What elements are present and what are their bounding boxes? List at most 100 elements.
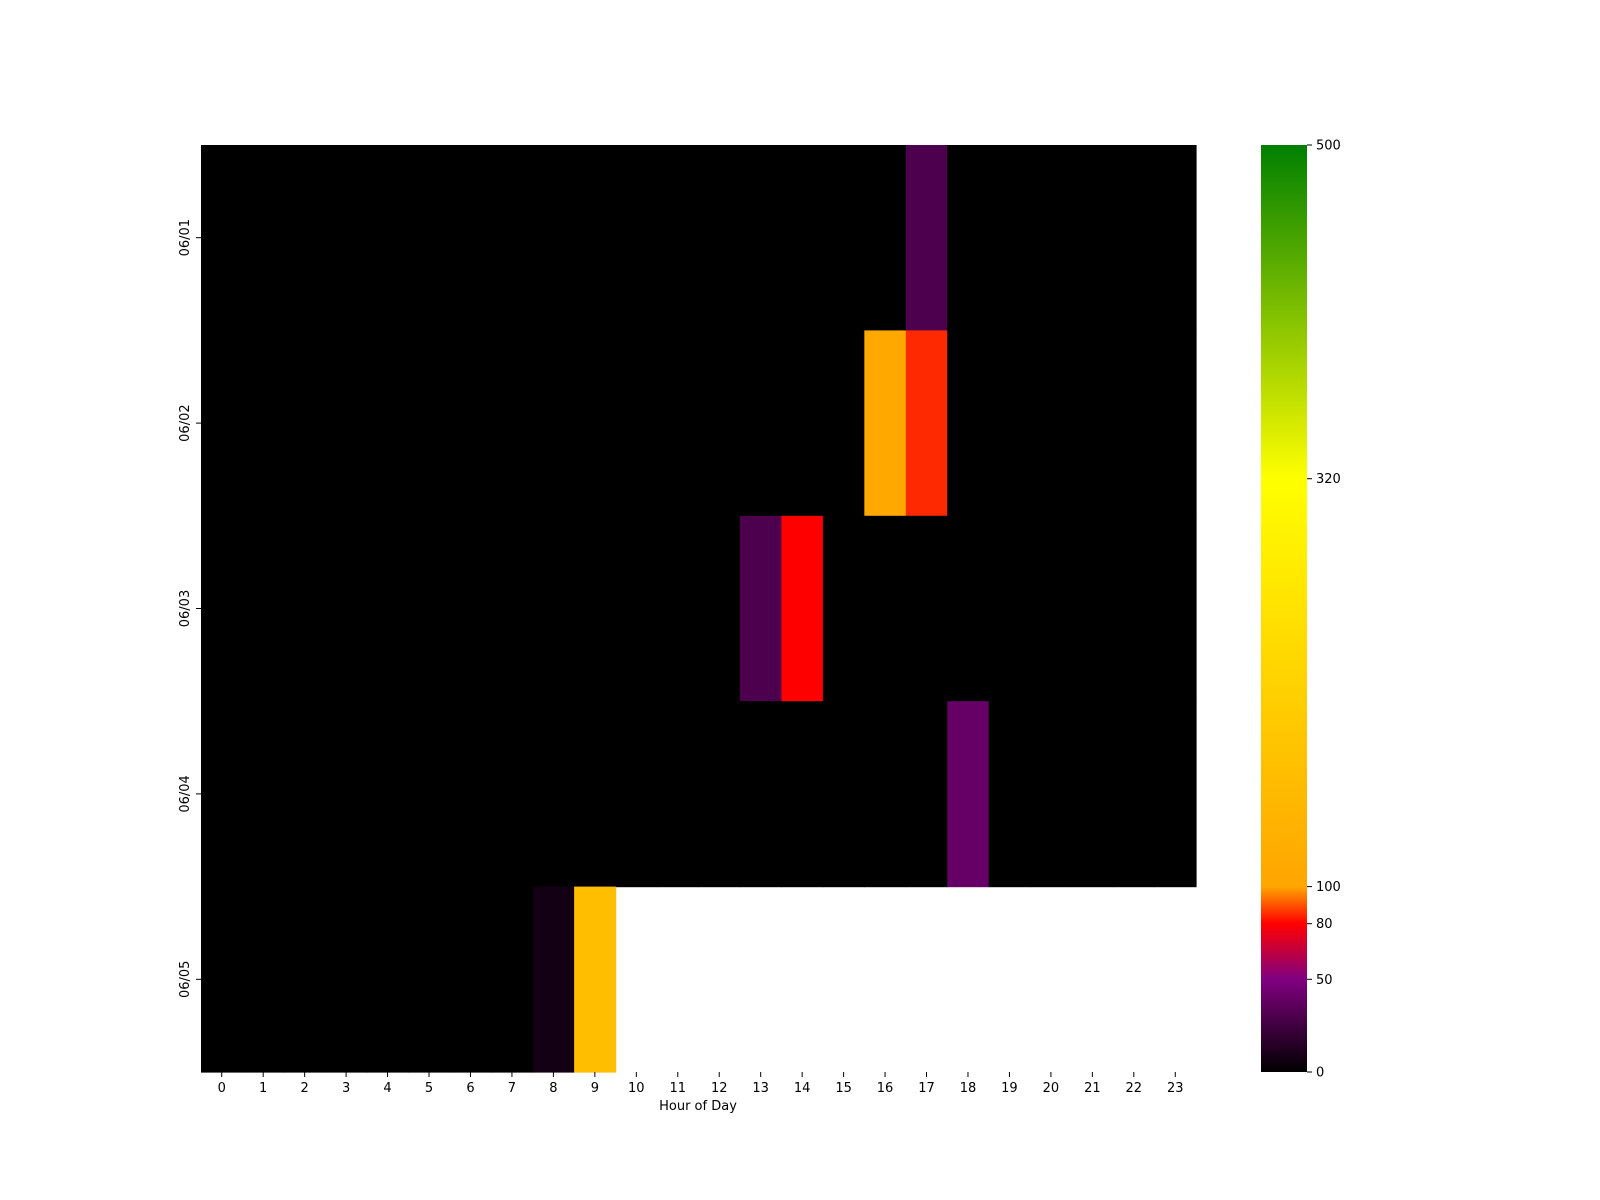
heatmap-cell bbox=[408, 886, 451, 1073]
colorbar-tick-label: 320 bbox=[1316, 472, 1341, 487]
heatmap-cell bbox=[822, 515, 865, 702]
heatmap-cell bbox=[947, 515, 990, 702]
heatmap-cell bbox=[242, 330, 285, 517]
heatmap-cell bbox=[201, 515, 244, 702]
heatmap-cell bbox=[615, 701, 658, 888]
heatmap-cell bbox=[325, 330, 368, 517]
heatmap-cell bbox=[822, 701, 865, 888]
heatmap-cell bbox=[615, 330, 658, 517]
x-axis-label: Hour of Day bbox=[659, 1099, 737, 1114]
heatmap-cell bbox=[283, 701, 326, 888]
x-tick-label: 0 bbox=[218, 1081, 226, 1096]
heatmap-cell bbox=[449, 330, 492, 517]
heatmap-cell bbox=[532, 886, 575, 1073]
heatmap-cell bbox=[1071, 330, 1114, 517]
x-tick-label: 15 bbox=[835, 1081, 852, 1096]
heatmap-cell bbox=[947, 145, 990, 331]
heatmap-cell bbox=[574, 886, 617, 1073]
heatmap-cell bbox=[739, 145, 783, 331]
heatmap-cell bbox=[532, 701, 575, 888]
heatmap-cell bbox=[408, 701, 451, 888]
x-tick-label: 4 bbox=[383, 1081, 391, 1096]
heatmap-cell bbox=[366, 515, 409, 702]
heatmap-cell bbox=[574, 330, 617, 517]
heatmap-cell bbox=[532, 145, 575, 331]
heatmap-cell bbox=[574, 145, 617, 331]
heatmap-cell bbox=[242, 886, 285, 1073]
colorbar bbox=[1261, 145, 1307, 1072]
heatmap-cell bbox=[698, 145, 741, 331]
heatmap-cell bbox=[657, 330, 700, 517]
heatmap-cell bbox=[449, 886, 492, 1073]
heatmap-cell bbox=[988, 145, 1031, 331]
heatmap-cell bbox=[574, 515, 617, 702]
heatmap-cell bbox=[739, 330, 783, 517]
heatmap-cell bbox=[781, 145, 824, 331]
heatmap-cell bbox=[408, 330, 451, 517]
heatmap-cell bbox=[1154, 145, 1197, 331]
heatmap-cell bbox=[988, 515, 1031, 702]
x-tick-label: 23 bbox=[1167, 1081, 1184, 1096]
heatmap-cell bbox=[491, 145, 534, 331]
heatmap-cell bbox=[781, 515, 824, 702]
heatmap-cell bbox=[905, 145, 948, 331]
heatmap-cell bbox=[698, 330, 741, 517]
heatmap-cell bbox=[325, 515, 368, 702]
heatmap-cell bbox=[201, 330, 244, 517]
heatmap-cell bbox=[864, 145, 907, 331]
heatmap-cell bbox=[615, 145, 658, 331]
colorbar-tick-label: 100 bbox=[1316, 880, 1341, 895]
heatmap-cell bbox=[1154, 515, 1197, 702]
heatmap-cell bbox=[449, 145, 492, 331]
heatmap-cell bbox=[408, 145, 451, 331]
y-tick-label: 06/01 bbox=[178, 219, 193, 256]
x-tick-label: 22 bbox=[1126, 1081, 1143, 1096]
heatmap-cell bbox=[781, 701, 824, 888]
heatmap-cell bbox=[864, 330, 907, 517]
heatmap-cell bbox=[366, 886, 409, 1073]
y-tick-label: 06/02 bbox=[178, 404, 193, 441]
heatmap-cell bbox=[822, 330, 865, 517]
y-axis: 06/01 06/02 06/03 06/04 06/05 bbox=[178, 219, 201, 998]
heatmap-cell bbox=[615, 515, 658, 702]
colorbar-ticks: 0 50 80 100 320 500 bbox=[1307, 139, 1341, 1081]
x-tick-label: 12 bbox=[711, 1081, 728, 1096]
heatmap-cell bbox=[864, 701, 907, 888]
heatmap-cell bbox=[698, 701, 741, 888]
heatmap-cell bbox=[947, 701, 990, 888]
heatmap-cell bbox=[947, 330, 990, 517]
heatmap-cell bbox=[657, 701, 700, 888]
heatmap-cell bbox=[325, 701, 368, 888]
heatmap-cell bbox=[905, 701, 948, 888]
heatmap-cell bbox=[491, 515, 534, 702]
x-tick-label: 19 bbox=[1001, 1081, 1018, 1096]
x-tick-label: 6 bbox=[466, 1081, 474, 1096]
heatmap-cell bbox=[657, 515, 700, 702]
heatmap-cell bbox=[739, 515, 783, 702]
x-tick-label: 20 bbox=[1043, 1081, 1060, 1096]
x-tick-label: 16 bbox=[877, 1081, 894, 1096]
heatmap-cell bbox=[1030, 330, 1073, 517]
colorbar-tick-label: 0 bbox=[1316, 1066, 1324, 1081]
heatmap-cell bbox=[242, 701, 285, 888]
heatmap-cell bbox=[366, 701, 409, 888]
heatmap-cell bbox=[1113, 330, 1156, 517]
heatmap-cell bbox=[739, 701, 783, 888]
heatmap-cell bbox=[366, 145, 409, 331]
heatmap-cell bbox=[532, 330, 575, 517]
x-tick-label: 9 bbox=[591, 1081, 599, 1096]
colorbar-tick-label: 500 bbox=[1316, 139, 1341, 154]
heatmap-cell bbox=[201, 145, 244, 331]
heatmap-cell bbox=[1030, 145, 1073, 331]
x-tick-label: 7 bbox=[508, 1081, 516, 1096]
heatmap-cell bbox=[325, 886, 368, 1073]
y-tick-label: 06/03 bbox=[178, 590, 193, 627]
x-axis: 0 1 2 3 4 5 6 7 8 9 10 11 12 13 14 15 16 17 18 19 20 21 22 23 bbox=[218, 1072, 1184, 1096]
colorbar-tick-label: 80 bbox=[1316, 917, 1333, 932]
heatmap-cell bbox=[1071, 515, 1114, 702]
heatmap-cell bbox=[408, 515, 451, 702]
heatmap-cell bbox=[988, 330, 1031, 517]
heatmap-cell bbox=[491, 330, 534, 517]
heatmap-cell bbox=[201, 701, 244, 888]
heatmap-cell bbox=[242, 515, 285, 702]
